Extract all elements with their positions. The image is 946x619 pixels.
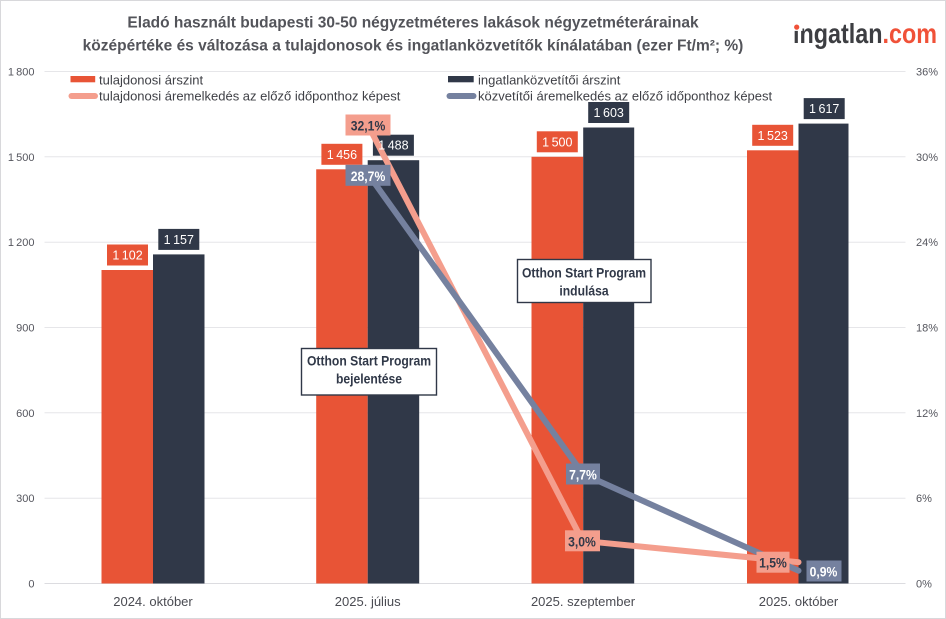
svg-text:18%: 18%: [916, 323, 938, 335]
svg-text:Otthon Start Program: Otthon Start Program: [307, 353, 431, 369]
svg-text:tulajdonosi árszint: tulajdonosi árszint: [99, 73, 203, 88]
svg-text:12%: 12%: [916, 408, 938, 420]
svg-text:0%: 0%: [916, 579, 932, 591]
svg-text:1,5%: 1,5%: [759, 555, 787, 571]
svg-text:közvetítői áremelkedés az előz: közvetítői áremelkedés az előző időponth…: [478, 89, 773, 104]
svg-text:1 500: 1 500: [542, 135, 572, 149]
svg-text:1 157: 1 157: [164, 233, 194, 247]
svg-text:300: 300: [16, 493, 34, 505]
svg-text:30%: 30%: [916, 152, 938, 164]
svg-text:2025. szeptember: 2025. szeptember: [531, 594, 636, 609]
svg-text:3,0%: 3,0%: [568, 533, 596, 549]
svg-text:1 456: 1 456: [327, 148, 357, 162]
svg-text:indulása: indulása: [559, 283, 609, 299]
svg-text:középértéke és változása a tul: középértéke és változása a tulajdonosok …: [83, 38, 744, 55]
svg-text:Otthon Start Program: Otthon Start Program: [522, 265, 646, 281]
svg-text:1 523: 1 523: [758, 129, 788, 143]
svg-text:900: 900: [16, 323, 34, 335]
svg-text:0,9%: 0,9%: [810, 564, 838, 580]
svg-text:7,7%: 7,7%: [569, 467, 597, 483]
svg-text:tulajdonosi áremelkedés az elő: tulajdonosi áremelkedés az előző időpont…: [99, 89, 401, 104]
svg-text:2025. július: 2025. július: [335, 594, 401, 609]
svg-text:32,1%: 32,1%: [351, 118, 386, 134]
svg-text:1 102: 1 102: [112, 249, 142, 263]
svg-text:2024. október: 2024. október: [113, 594, 193, 609]
svg-text:Eladó használt budapesti 30-50: Eladó használt budapesti 30-50 négyzetmé…: [127, 15, 699, 32]
svg-text:28,7%: 28,7%: [351, 168, 386, 184]
svg-text:1 603: 1 603: [594, 106, 624, 120]
svg-text:36%: 36%: [916, 67, 938, 79]
svg-text:24%: 24%: [916, 237, 938, 249]
svg-text:6%: 6%: [916, 493, 932, 505]
svg-text:1 200: 1 200: [8, 237, 35, 249]
svg-text:600: 600: [16, 408, 34, 420]
svg-text:1 500: 1 500: [8, 152, 35, 164]
svg-text:ingatlanközvetítői árszint: ingatlanközvetítői árszint: [478, 73, 621, 88]
svg-text:ıngatlan.com: ıngatlan.com: [793, 19, 937, 49]
svg-text:2025. október: 2025. október: [759, 594, 839, 609]
svg-text:1 800: 1 800: [8, 67, 35, 79]
svg-text:0: 0: [28, 579, 34, 591]
svg-text:1 488: 1 488: [378, 139, 408, 153]
svg-text:1 617: 1 617: [809, 102, 839, 116]
svg-text:bejelentése: bejelentése: [336, 371, 402, 387]
